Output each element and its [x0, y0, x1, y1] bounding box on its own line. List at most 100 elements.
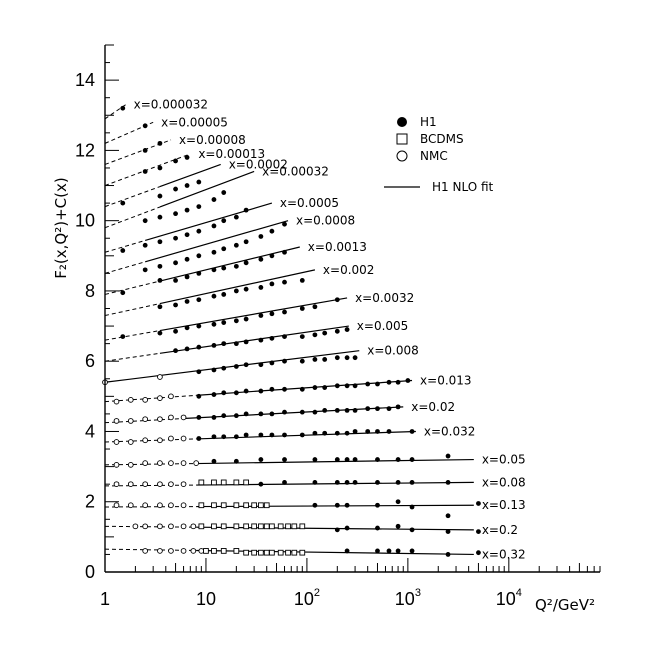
y-tick-label: 8 [85, 281, 95, 301]
h1-point [375, 381, 380, 387]
curve-label: x=0.02 [411, 400, 455, 414]
h1-point [344, 407, 350, 413]
h1-point [211, 434, 217, 440]
fit-curve-dashed [104, 525, 197, 528]
bcdms-point [220, 479, 227, 486]
y-tick-label: 0 [85, 562, 95, 582]
h1-point [233, 434, 239, 440]
h1-point [184, 183, 190, 188]
h1-point [233, 214, 239, 220]
h1-point [269, 228, 275, 234]
nmc-point [168, 502, 174, 509]
h1-point [409, 504, 415, 510]
h1-point [142, 218, 148, 224]
h1-point [352, 480, 358, 485]
h1-point [196, 270, 202, 276]
bcdms-point [243, 549, 249, 556]
bcdms-point [211, 523, 217, 530]
curve-label: x=0.0005 [280, 196, 339, 210]
h1-point [243, 207, 249, 213]
legend-label: BCDMS [420, 132, 464, 146]
bcdms-point [211, 548, 217, 554]
curve-label: x=0.0013 [308, 240, 367, 254]
h1-point [233, 458, 239, 464]
h1-point [221, 390, 227, 396]
h1-point [395, 499, 401, 505]
bcdms-point [211, 502, 217, 509]
h1-point [157, 193, 163, 199]
h1-point [120, 105, 126, 111]
h1-point [344, 525, 350, 531]
h1-point [386, 379, 392, 385]
h1-point [243, 316, 249, 322]
h1-point [173, 277, 178, 283]
curve-label: x=0.0032 [355, 291, 414, 305]
h1-point [233, 341, 239, 347]
nmc-point [142, 523, 149, 530]
nmc-point [180, 435, 187, 442]
h1-point [375, 406, 380, 412]
h1-point [221, 341, 227, 347]
h1-point [352, 457, 358, 462]
h1-point [409, 527, 415, 533]
fit-curve [159, 269, 316, 305]
nmc-point [113, 398, 120, 405]
h1-point [395, 457, 401, 462]
h1-point [211, 249, 217, 255]
h1-point [476, 501, 481, 506]
bcdms-point [251, 549, 257, 556]
bcdms-point [299, 549, 306, 556]
h1-point [221, 434, 227, 440]
h1-point [221, 246, 227, 252]
h1-point [375, 548, 380, 554]
h1-point [409, 548, 415, 554]
h1-point [299, 334, 305, 340]
legend-label: NMC [420, 149, 448, 163]
h1-point [233, 364, 239, 369]
h1-point [196, 393, 202, 399]
h1-point [334, 297, 340, 303]
h1-point [299, 409, 305, 415]
h1-point [120, 248, 126, 253]
nmc-point [180, 523, 187, 530]
bcdms-point [258, 549, 264, 556]
fit-curve [196, 458, 474, 465]
fit-curve [159, 163, 221, 188]
h1-point [344, 383, 350, 389]
h1-point [157, 304, 163, 310]
h1-point [282, 309, 287, 315]
h1-point [312, 457, 318, 462]
x-tick-label: 103 [395, 587, 421, 609]
h1-point [196, 369, 202, 375]
nmc-point [113, 502, 120, 509]
h1-point [282, 432, 287, 438]
nmc-point [168, 393, 174, 400]
h1-point [269, 360, 275, 366]
bcdms-point [263, 502, 270, 509]
nmc-point [142, 437, 149, 444]
h1-point [352, 355, 358, 361]
h1-point [221, 365, 227, 371]
nmc-point [198, 548, 205, 554]
bcdms-point [220, 548, 227, 554]
curve-label: x=0.000032 [134, 98, 208, 112]
h1-point [233, 390, 239, 396]
data-points [102, 105, 481, 557]
h1-point [211, 392, 217, 397]
curve-label: x=0.032 [424, 424, 476, 438]
curve-label: x=0.0008 [296, 214, 355, 228]
h1-point [352, 429, 358, 434]
legend-h1-marker [397, 117, 407, 127]
h1-point [395, 379, 401, 385]
bcdms-point [269, 549, 275, 556]
curve-label: x=0.013 [420, 374, 472, 388]
h1-point [282, 480, 287, 485]
fit-curve [196, 526, 474, 531]
curve-label: x=0.00013 [198, 147, 265, 161]
curve-label: x=0.05 [482, 453, 526, 467]
bcdms-point [198, 523, 205, 530]
fit-curve [159, 325, 349, 354]
curve-label: x=0.00005 [161, 115, 228, 129]
h1-point [142, 169, 148, 174]
